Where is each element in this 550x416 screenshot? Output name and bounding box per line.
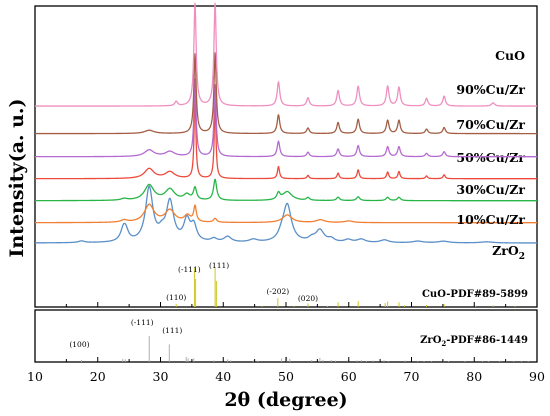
x-tick-label: 90 [529,369,545,384]
series-label-5: 90%Cu/Zr [456,82,525,97]
cuo-reference-panel: (110) (-111) (111) (-202) (020) CuO-PDF#89-58… [166,261,528,307]
zro2-label-sub: 2 [441,339,446,348]
cuo-peak-label: (-111) [178,265,201,274]
cuo-peak-label: (-202) [266,287,289,296]
series-label-1: 10%Cu/Zr [456,212,525,227]
x-axis-title: 2θ (degree) [224,389,347,411]
zro2-peak-label: (-111) [131,318,154,327]
x-tick-label: 30 [153,369,169,384]
cuo-peak-label: (111) [209,261,229,270]
series-line-6 [34,2,538,107]
zro2-label-main: ZrO [420,335,442,346]
x-tick-label: 70 [404,369,420,384]
series-line-1 [34,203,538,224]
x-axis: 10 20 30 40 50 60 70 80 90 [27,302,545,384]
series-line-4 [34,78,538,158]
zro2-peak-label: (111) [162,326,182,335]
cuo-peak-label: (020) [298,294,318,303]
x-tick-label: 80 [466,369,482,384]
series-label-0: ZrO2 [492,243,525,262]
x-tick-label: 50 [278,369,294,384]
series-label-sub: 2 [519,252,525,262]
cuo-reference-label: CuO-PDF#89-5899 [422,289,528,300]
zro2-label-rest: -PDF#86-1449 [446,335,528,346]
series-line-5 [34,52,538,135]
x-tick-label: 60 [341,369,357,384]
y-axis-title: Intensity(a. u.) [6,98,28,257]
zro2-reference-label: ZrO2-PDF#86-1449 [420,335,528,348]
series-label-6: CuO [495,48,525,63]
zro2-reference-panel: (100) (-111) (111) ZrO2-PDF#86-1449 [34,309,538,363]
series-label-main: ZrO [492,243,519,258]
series-label-4: 70%Cu/Zr [456,117,525,132]
x-tick-label: 20 [90,369,106,384]
main-plot-panel: ZrO2 10%Cu/Zr 30%Cu/Zr 50%Cu/Zr 70%Cu/Zr 90%C… [34,2,538,308]
series-line-3 [34,89,538,180]
x-tick-label: 40 [215,369,231,384]
series-line-2 [34,178,538,202]
series-line-0 [34,185,538,244]
x-tick-label: 10 [27,369,43,384]
cuo-peak-label: (110) [166,293,186,302]
series-label-2: 30%Cu/Zr [456,182,525,197]
series-label-3: 50%Cu/Zr [456,150,525,165]
zro2-peak-label: (100) [69,340,89,349]
